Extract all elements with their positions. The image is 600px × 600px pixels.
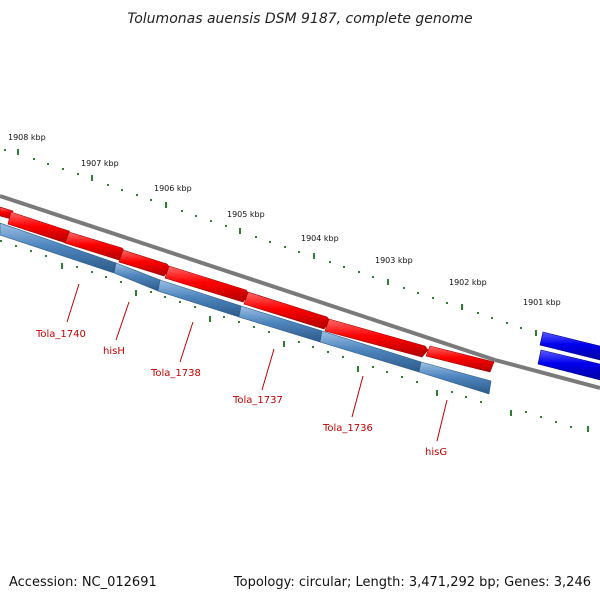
major-tick — [535, 330, 537, 336]
major-tick — [387, 279, 389, 285]
major-tick — [17, 149, 19, 155]
accession-text: Accession: NC_012691 — [9, 575, 157, 590]
major-tick — [165, 202, 167, 208]
scale-label: 1905 kbp — [227, 210, 265, 219]
scale-label: 1901 kbp — [523, 298, 561, 307]
gene-reverse[interactable] — [418, 361, 492, 395]
major-tick — [313, 253, 315, 259]
other-genes — [537, 331, 600, 381]
scale-label: 1904 kbp — [301, 234, 339, 243]
gene-forward[interactable] — [425, 345, 495, 373]
gene-label: Tola_1740 — [35, 329, 86, 340]
gene-other[interactable] — [537, 349, 600, 381]
topology-text: Topology: circular; Length: 3,471,292 bp… — [233, 575, 591, 590]
scale-label: 1907 kbp — [81, 159, 119, 168]
major-tick — [461, 304, 463, 310]
scale-label: 1906 kbp — [154, 184, 192, 193]
gene-other[interactable] — [539, 331, 600, 361]
scale-label: 1902 kbp — [449, 278, 487, 287]
gene-label: hisH — [103, 346, 125, 357]
genome-backbone — [0, 194, 496, 362]
gene-label: hisG — [425, 447, 447, 458]
label-leaders — [66, 283, 448, 442]
gene-label: Tola_1737 — [232, 395, 283, 406]
scale-label: 1903 kbp — [375, 256, 413, 265]
forward-strand — [0, 206, 495, 373]
gene-label: Tola_1738 — [150, 368, 201, 379]
genome-backbone-segment — [494, 358, 600, 390]
gene-label: Tola_1736 — [322, 423, 373, 434]
major-tick — [91, 175, 93, 181]
map-title: Tolumonas auensis DSM 9187, complete gen… — [127, 11, 472, 27]
gene-forward[interactable] — [324, 318, 429, 358]
reverse-strand — [0, 222, 492, 395]
scale-label: 1908 kbp — [8, 133, 46, 142]
inner-ticks — [0, 240, 589, 432]
major-tick — [239, 228, 241, 234]
